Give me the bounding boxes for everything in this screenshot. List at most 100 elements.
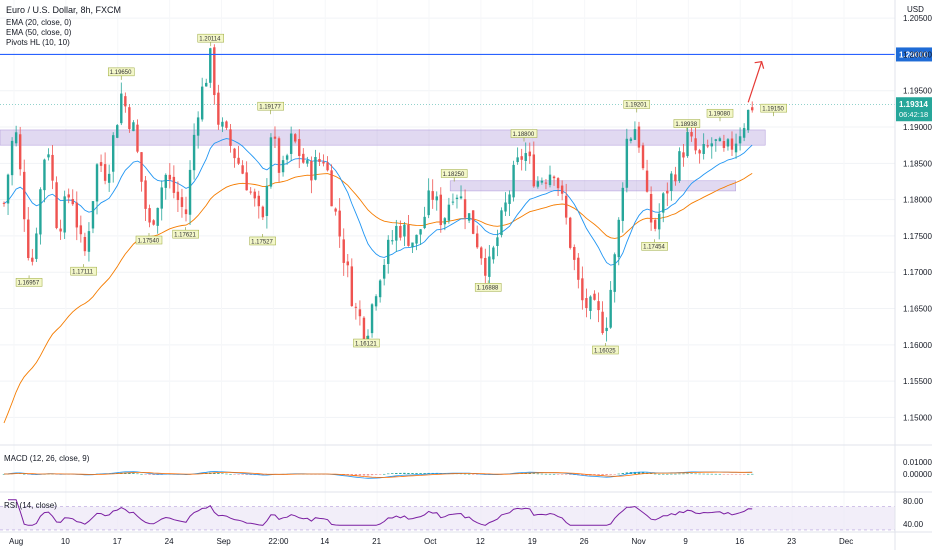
candle-body: [152, 220, 155, 225]
macd-histogram-bar: [710, 473, 713, 475]
candle-body: [79, 225, 83, 235]
candle-body: [520, 156, 523, 160]
candle-body: [504, 202, 507, 212]
candle-body: [484, 257, 487, 276]
candle-body: [431, 191, 434, 200]
rsi-label: RSI (14, close): [4, 501, 57, 510]
candle-body: [350, 266, 354, 307]
candle-body: [403, 224, 406, 237]
macd-histogram-bar: [653, 473, 657, 475]
macd-histogram-bar: [649, 473, 653, 474]
macd-histogram-bar: [698, 473, 701, 475]
time-tick-label: Oct: [424, 537, 437, 546]
candle-body: [589, 296, 592, 311]
macd-histogram-bar: [528, 473, 531, 474]
candle-body: [528, 151, 531, 157]
pivot-label: 1.16121: [355, 341, 377, 347]
pivot-box: [257, 101, 284, 111]
macd-histogram-bar: [738, 474, 742, 475]
candle-body: [265, 185, 269, 216]
time-tick-label: 19: [528, 537, 537, 546]
candle-body: [221, 121, 224, 127]
candle-body: [99, 162, 103, 166]
macd-histogram-bar: [682, 473, 685, 475]
macd-histogram-bar: [613, 474, 616, 475]
candle-body: [281, 160, 285, 173]
macd-histogram-bar: [597, 474, 600, 476]
pivot-box: [641, 242, 668, 251]
macd-histogram-bar: [714, 473, 718, 475]
candle-body: [674, 174, 677, 182]
key-level-tag: [896, 47, 932, 62]
candle-body: [609, 289, 612, 328]
macd-histogram-bar: [730, 474, 734, 475]
macd-histogram-bar: [217, 473, 220, 474]
time-tick-label: 23: [787, 537, 796, 546]
grid-lines: [0, 17, 895, 418]
candle-body: [188, 169, 192, 215]
macd-histogram-bar: [346, 474, 349, 476]
candle-body: [577, 257, 580, 280]
price-tick-label: 1.16000: [903, 341, 932, 350]
candle-body: [261, 206, 265, 218]
macd-histogram-bar: [560, 474, 564, 475]
pivot-box: [107, 67, 135, 77]
candle-body: [581, 278, 584, 301]
key-level-label: 1.20000: [899, 50, 928, 59]
indicator-pivots-label: Pivots HL (10, 10): [6, 38, 70, 47]
macd-histogram-bar: [399, 472, 402, 474]
macd-histogram-bar: [387, 473, 390, 475]
candle-body: [419, 229, 422, 235]
candle-body: [726, 139, 730, 147]
price-tick-label: 1.15500: [903, 377, 932, 386]
macd-histogram-bar: [657, 473, 661, 475]
macd-histogram-bar: [233, 474, 236, 475]
candle-body: [180, 197, 184, 207]
candle-body: [148, 208, 151, 223]
candle-body: [662, 193, 665, 213]
candle-body: [455, 197, 459, 200]
pivot-box: [353, 338, 380, 348]
macd-histogram-bar: [354, 474, 358, 476]
time-tick-label: 26: [580, 537, 589, 546]
macd-histogram-bar: [471, 474, 475, 475]
candle-body: [318, 158, 321, 162]
candle-body: [31, 257, 34, 262]
macd-histogram-bar: [128, 473, 131, 474]
macd-histogram-bar: [245, 474, 248, 475]
candle-body: [593, 293, 596, 300]
macd-histogram-bar: [625, 472, 629, 474]
macd-histogram-bar: [621, 473, 625, 474]
macd-histogram-bar: [407, 472, 410, 474]
time-tick-label: 16: [735, 537, 744, 546]
macd-histogram-bar: [746, 473, 750, 475]
pivot-box: [197, 33, 224, 43]
pivot-labels: 1.19080 1.19150 1.19650 1.20114 1.19177 1.182…: [15, 33, 787, 354]
price-tick-label: 1.17000: [903, 268, 932, 277]
candle-body: [710, 143, 713, 147]
price-tick-label: 1.20500: [903, 14, 932, 23]
macd-histogram-bar: [423, 473, 426, 474]
pivot-box: [249, 236, 276, 246]
candle-body: [645, 170, 649, 192]
candle-body: [196, 117, 200, 136]
price-tick-label: 1.20000: [903, 50, 932, 59]
macd-histogram-bar: [378, 474, 382, 475]
ema-50-path: [3, 173, 753, 424]
macd-histogram-bar: [391, 473, 394, 474]
pivot-label: 1.17540: [137, 238, 159, 244]
candle-body: [374, 296, 378, 307]
macd-histogram-bar: [556, 474, 560, 475]
macd-histogram-bar: [419, 473, 422, 474]
ema-20-line: [3, 138, 753, 266]
candle-body: [722, 141, 726, 148]
candle-body: [451, 201, 455, 203]
price-tick-label: 1.19000: [903, 123, 932, 132]
macd-histogram-bar: [552, 473, 556, 475]
price-zone: [0, 129, 766, 146]
macd-histogram-bar: [617, 473, 620, 475]
candle-body: [637, 126, 641, 148]
candle-body: [714, 139, 718, 141]
pivot-label: 1.16025: [594, 348, 616, 354]
